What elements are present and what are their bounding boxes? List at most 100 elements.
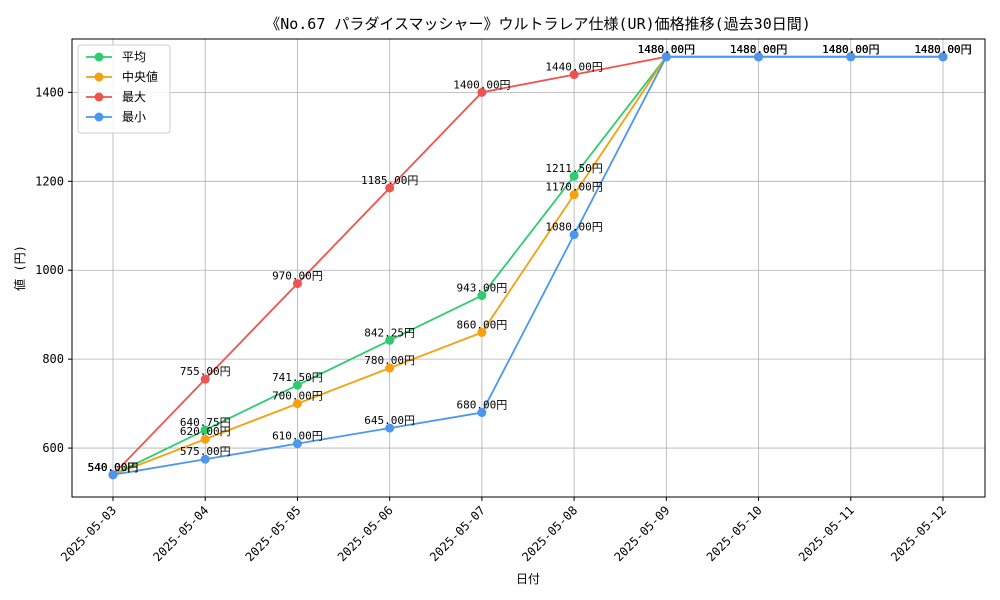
x-tick-label: 2025-05-03 bbox=[58, 503, 119, 564]
data-label: 1400.00円 bbox=[453, 78, 510, 91]
data-label: 1480.00円 bbox=[638, 43, 695, 56]
series-point bbox=[661, 52, 671, 62]
data-label: 1480.00円 bbox=[914, 43, 971, 56]
data-label: 610.00円 bbox=[272, 430, 323, 443]
data-label: 575.00円 bbox=[180, 445, 231, 458]
series-point bbox=[477, 327, 487, 337]
data-label: 755.00円 bbox=[180, 365, 231, 378]
y-tick-label: 1200 bbox=[35, 174, 64, 188]
data-label: 640.75円 bbox=[180, 416, 231, 429]
data-label: 1480.00円 bbox=[822, 43, 879, 56]
data-label: 860.00円 bbox=[457, 318, 508, 331]
data-label: 1185.00円 bbox=[361, 174, 418, 187]
x-tick-label: 2025-05-08 bbox=[519, 503, 580, 564]
data-label: 1480.00円 bbox=[914, 43, 971, 56]
series-point bbox=[292, 279, 302, 289]
x-tick-label: 2025-05-10 bbox=[704, 503, 765, 564]
y-tick-label: 600 bbox=[42, 441, 64, 455]
series-point bbox=[200, 425, 210, 435]
series-line bbox=[112, 55, 943, 476]
x-tick-label: 2025-05-09 bbox=[611, 503, 672, 564]
series-line bbox=[112, 55, 943, 476]
legend-marker bbox=[94, 92, 104, 102]
data-label: 780.00円 bbox=[364, 354, 415, 367]
data-label: 645.00円 bbox=[364, 414, 415, 427]
series-point bbox=[569, 70, 579, 80]
x-tick-label: 2025-05-12 bbox=[888, 503, 949, 564]
series-point bbox=[292, 380, 302, 390]
x-tick-label: 2025-05-06 bbox=[335, 503, 396, 564]
data-label: 943.00円 bbox=[457, 282, 508, 295]
data-label: 842.25円 bbox=[364, 326, 415, 339]
data-label: 1480.00円 bbox=[730, 43, 787, 56]
data-label: 1480.00円 bbox=[638, 43, 695, 56]
data-label: 540.00円 bbox=[88, 461, 139, 474]
legend-marker bbox=[94, 72, 104, 82]
data-label: 1170.00円 bbox=[545, 181, 602, 194]
data-label: 540.00円 bbox=[88, 461, 139, 474]
data-label: 1080.00円 bbox=[545, 221, 602, 234]
series-point bbox=[200, 374, 210, 384]
series-layer bbox=[108, 52, 948, 480]
data-label: 700.00円 bbox=[272, 390, 323, 403]
series-point bbox=[385, 363, 395, 373]
series-line bbox=[112, 55, 943, 476]
series-point bbox=[108, 470, 118, 480]
series-point bbox=[385, 335, 395, 345]
data-label: 1211.50円 bbox=[545, 162, 602, 175]
series-point bbox=[569, 190, 579, 200]
data-label: 1440.00円 bbox=[545, 61, 602, 74]
y-tick-label: 1400 bbox=[35, 85, 64, 99]
data-label: 1480.00円 bbox=[914, 43, 971, 56]
legend-entry: 最小 bbox=[122, 110, 146, 124]
legend-entry: 中央値 bbox=[122, 69, 158, 84]
x-tick-label: 2025-05-05 bbox=[243, 503, 304, 564]
series-point bbox=[200, 454, 210, 464]
data-label: 680.00円 bbox=[457, 399, 508, 412]
chart-title: 《No.67 パラダイスマッシャー》ウルトラレア仕様(UR)価格推移(過去30日… bbox=[265, 15, 811, 33]
series-point bbox=[292, 399, 302, 409]
series-point bbox=[477, 408, 487, 418]
data-label: 1480.00円 bbox=[730, 43, 787, 56]
data-label: 1480.00円 bbox=[730, 43, 787, 56]
data-label: 1480.00円 bbox=[638, 43, 695, 56]
data-label: 1480.00円 bbox=[822, 43, 879, 56]
legend-marker bbox=[94, 52, 104, 62]
data-label: 1480.00円 bbox=[822, 43, 879, 56]
series-point bbox=[385, 183, 395, 193]
y-tick-label: 1000 bbox=[35, 263, 64, 277]
data-label: 540.00円 bbox=[88, 461, 139, 474]
data-label: 1480.00円 bbox=[914, 43, 971, 56]
series-point bbox=[754, 52, 764, 62]
series-point bbox=[569, 230, 579, 240]
series-point bbox=[846, 52, 856, 62]
legend-entry: 最大 bbox=[122, 90, 146, 104]
data-label: 1480.00円 bbox=[822, 43, 879, 56]
y-tick-label: 800 bbox=[42, 352, 64, 366]
series-point bbox=[938, 52, 948, 62]
y-axis-label: 値 (円) bbox=[12, 245, 27, 291]
data-label: 741.50円 bbox=[272, 371, 323, 384]
data-label: 1480.00円 bbox=[638, 43, 695, 56]
data-label-layer: 540.00円 640.75円 741.50円 842.25円 943.00円 1211.… bbox=[88, 43, 972, 474]
x-tick-label: 2025-05-04 bbox=[150, 503, 211, 564]
series-line bbox=[112, 55, 943, 476]
series-point bbox=[477, 87, 487, 97]
data-label: 1480.00円 bbox=[730, 43, 787, 56]
x-tick-label: 2025-05-11 bbox=[796, 503, 857, 564]
x-tick-label: 2025-05-07 bbox=[427, 503, 488, 564]
series-point bbox=[569, 171, 579, 181]
x-axis-label: 日付 bbox=[516, 572, 540, 586]
series-point bbox=[477, 291, 487, 301]
legend-box bbox=[77, 44, 171, 134]
data-label: 970.00円 bbox=[272, 270, 323, 283]
series-point bbox=[292, 439, 302, 449]
series-point bbox=[385, 423, 395, 433]
data-label: 540.00円 bbox=[88, 461, 139, 474]
data-label: 620.00円 bbox=[180, 425, 231, 438]
legend-marker bbox=[94, 112, 104, 122]
legend-entry: 平均 bbox=[122, 50, 146, 64]
series-point bbox=[200, 434, 210, 444]
